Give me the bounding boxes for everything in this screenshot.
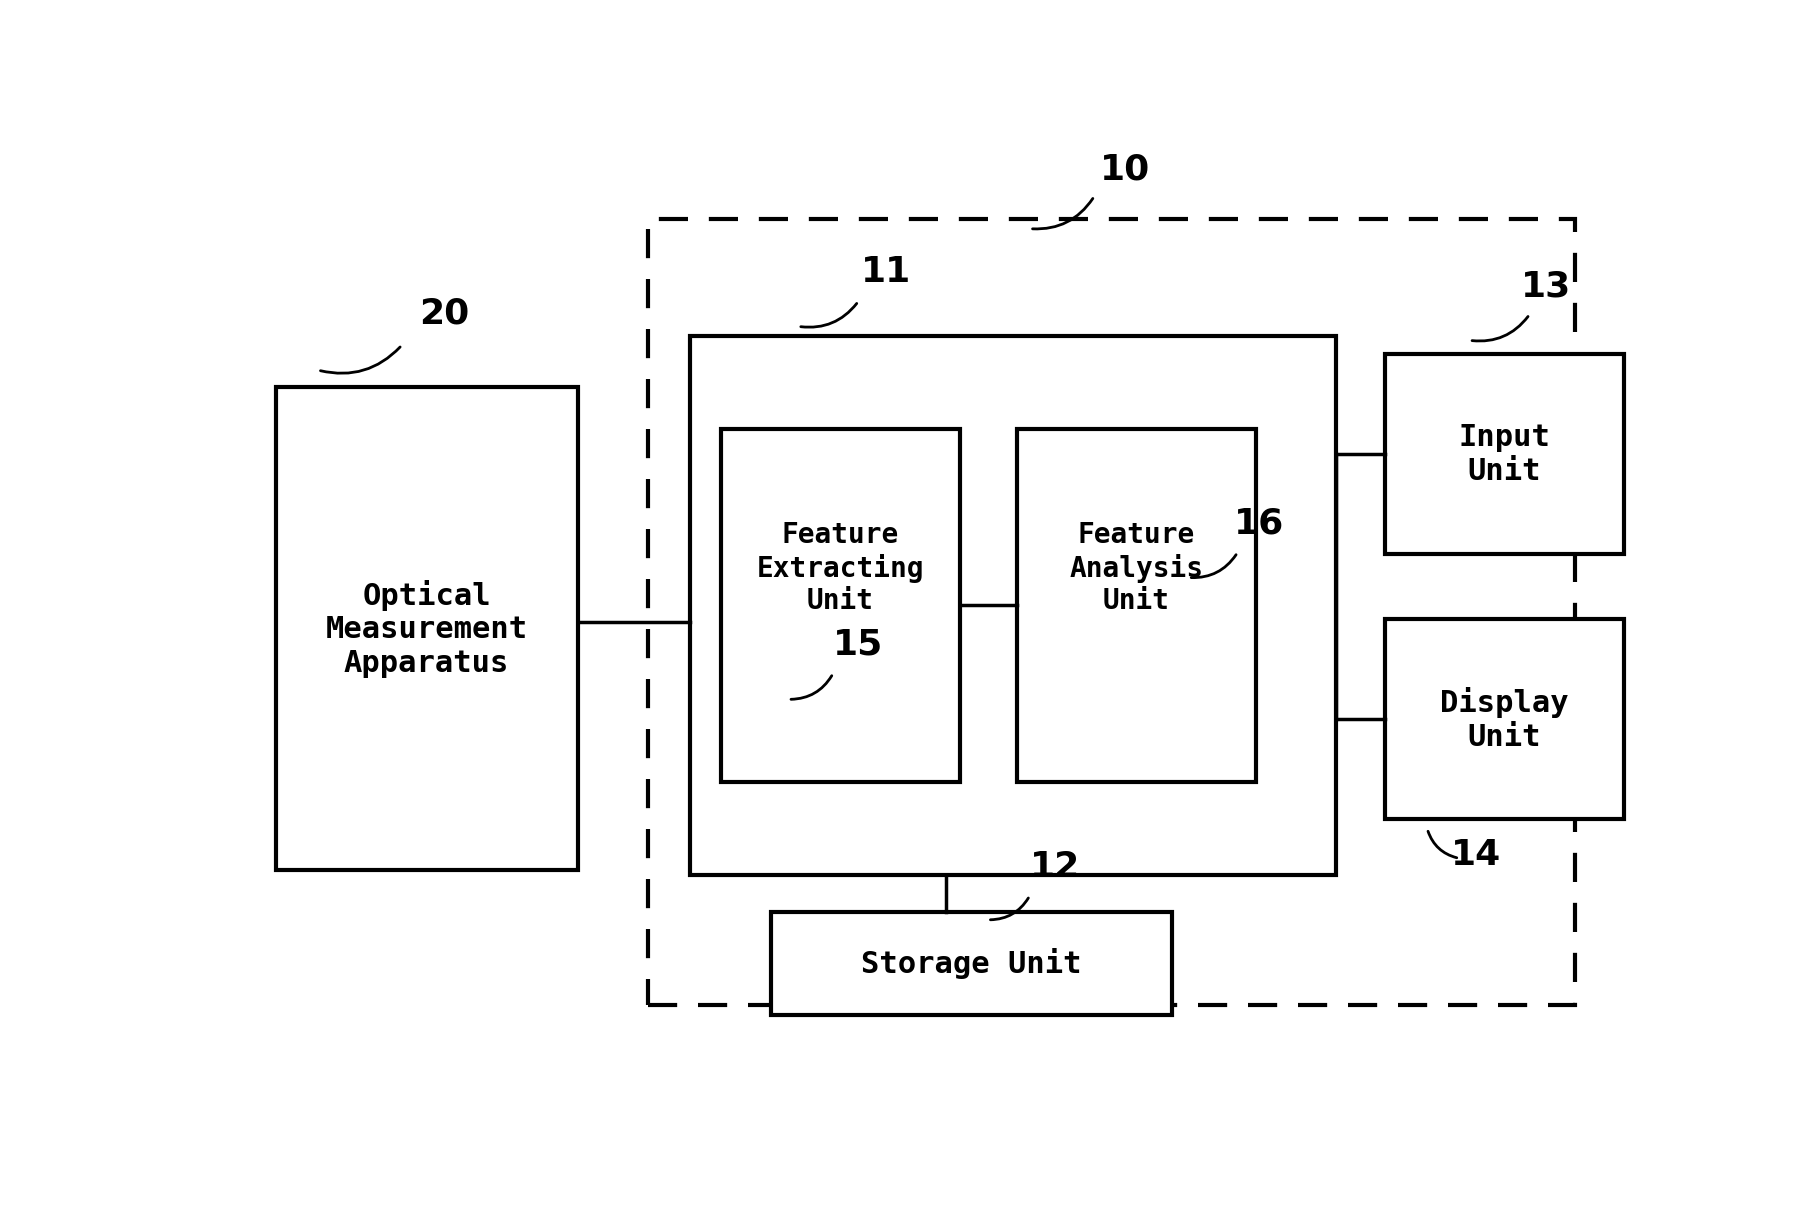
Text: Optical
Measurement
Apparatus: Optical Measurement Apparatus — [326, 580, 527, 678]
Text: 13: 13 — [1522, 269, 1571, 303]
Bar — [1384, 620, 1624, 819]
Text: Feature
Analysis
Unit: Feature Analysis Unit — [1069, 521, 1203, 615]
Bar — [772, 912, 1172, 1015]
Bar — [1384, 354, 1624, 554]
Text: 10: 10 — [1100, 153, 1151, 187]
Text: 15: 15 — [834, 627, 884, 661]
Bar — [721, 429, 960, 782]
Bar — [690, 336, 1335, 875]
Bar — [275, 387, 578, 871]
Bar — [649, 220, 1575, 1005]
Text: 12: 12 — [1029, 850, 1080, 884]
Text: 14: 14 — [1451, 838, 1502, 872]
Bar — [1017, 429, 1256, 782]
Text: Storage Unit: Storage Unit — [861, 948, 1082, 978]
Text: 16: 16 — [1234, 506, 1283, 540]
Text: Feature
Extracting
Unit: Feature Extracting Unit — [756, 521, 924, 615]
Text: 11: 11 — [861, 255, 911, 289]
Text: 20: 20 — [419, 297, 469, 331]
Text: Input
Unit: Input Unit — [1459, 423, 1551, 486]
Text: Display
Unit: Display Unit — [1441, 687, 1569, 751]
